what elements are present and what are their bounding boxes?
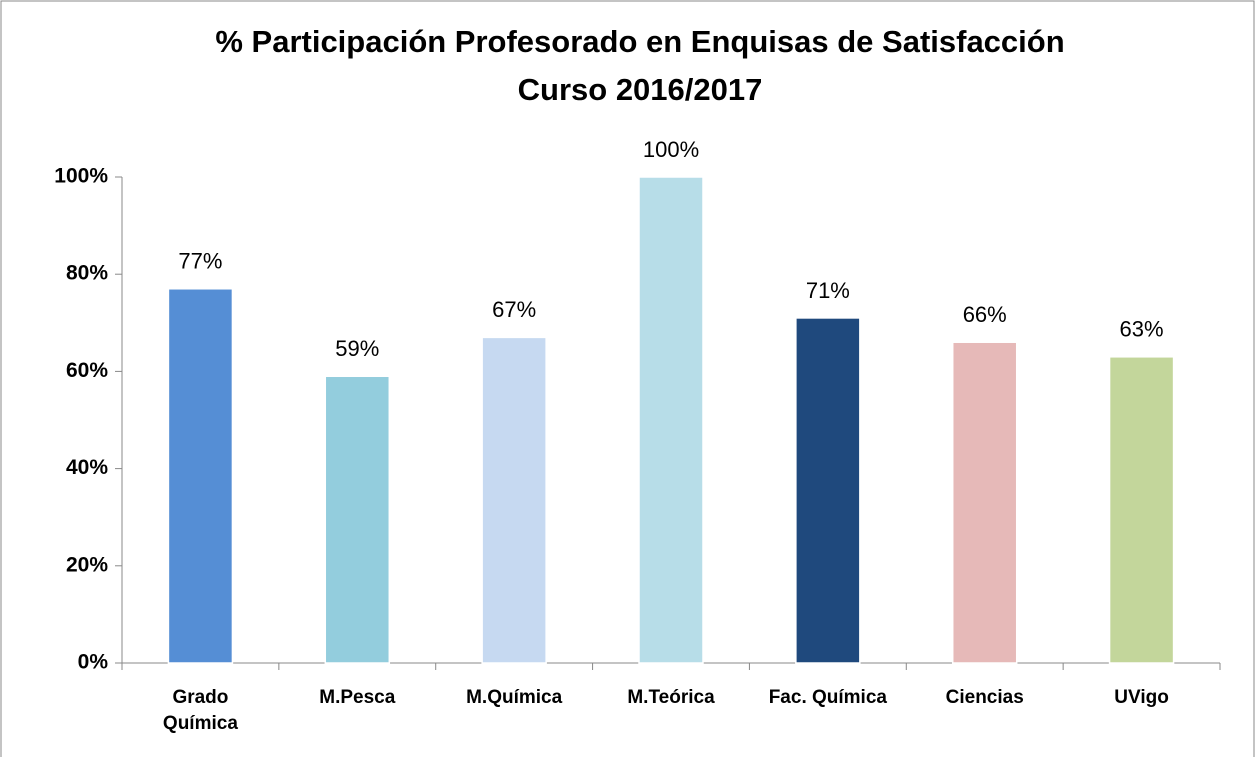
- y-tick-label: 20%: [66, 553, 108, 576]
- value-label: 77%: [178, 249, 222, 274]
- bar: [167, 288, 234, 664]
- bar: [1108, 356, 1175, 664]
- y-tick-label: 0%: [78, 651, 109, 674]
- y-tick-label: 40%: [66, 456, 108, 479]
- y-tick-label: 80%: [66, 262, 108, 285]
- value-label: 67%: [492, 297, 536, 322]
- bar: [638, 176, 704, 664]
- y-tick-label: 100%: [54, 165, 108, 188]
- x-tick-label: Grado Química: [162, 687, 238, 734]
- x-tick-label: M.Teórica: [627, 687, 715, 708]
- bar: [481, 336, 547, 664]
- x-tick-label: M.Química: [466, 687, 563, 708]
- x-tick-label: UVigo: [1114, 687, 1169, 708]
- value-label: 71%: [806, 278, 850, 303]
- bar: [795, 317, 861, 664]
- value-label: 66%: [963, 302, 1007, 327]
- x-tick-label: M.Pesca: [319, 687, 396, 708]
- bar: [324, 375, 391, 664]
- x-tick-label: Fac. Química: [768, 687, 887, 708]
- value-label: 63%: [1120, 317, 1164, 342]
- bar: [951, 341, 1018, 664]
- value-label: 59%: [335, 336, 379, 361]
- chart-subtitle: Curso 2016/2017: [518, 72, 763, 107]
- value-label: 100%: [643, 137, 699, 162]
- x-tick-label: Ciencias: [945, 687, 1024, 708]
- chart-title: % Participación Profesorado en Enquisas …: [215, 24, 1064, 59]
- y-tick-label: 60%: [66, 359, 108, 382]
